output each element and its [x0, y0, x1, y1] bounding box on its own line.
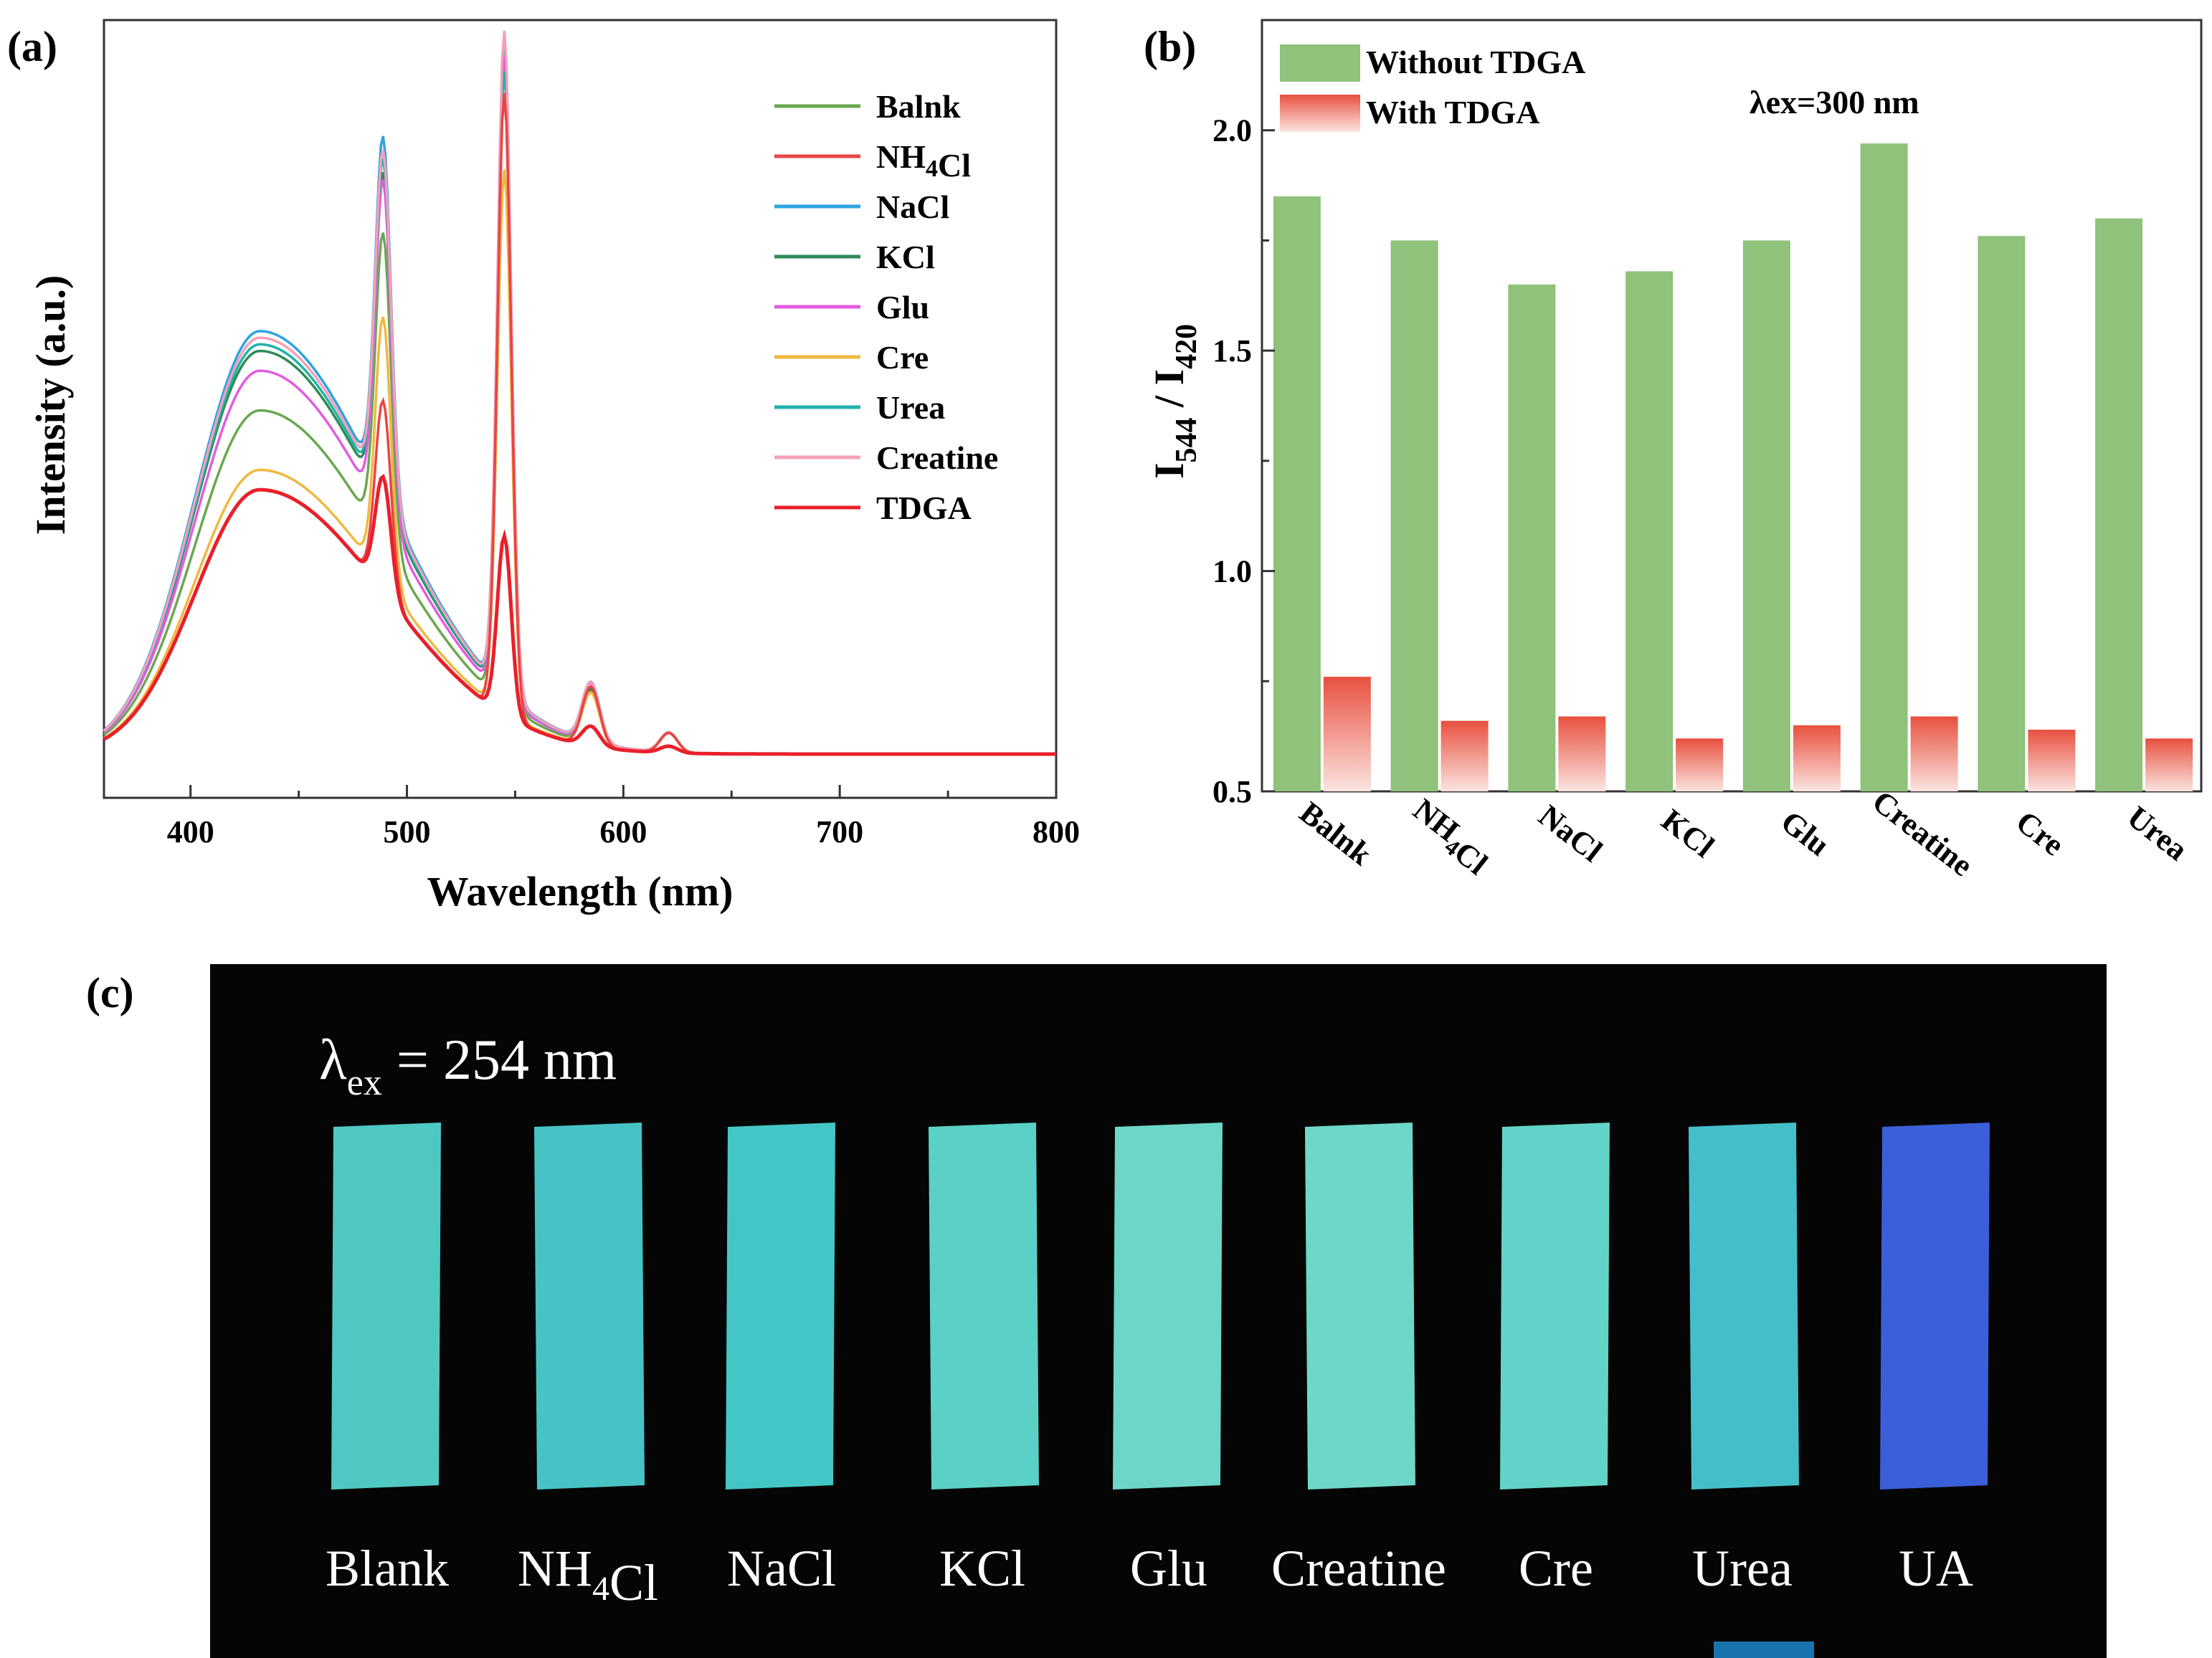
chart-b-frame — [1261, 19, 2203, 793]
test-strip-nacl — [726, 1123, 835, 1490]
strip-label-glu: Glu — [1130, 1540, 1207, 1597]
test-strip-cre — [1500, 1123, 1610, 1490]
test-strip-kcl — [929, 1123, 1039, 1490]
legend-label-nacl: NaCl — [876, 189, 949, 225]
chart-b-x-tick-label-creatine: Creatine — [1866, 783, 1980, 883]
chart-a-x-tick-label: 600 — [599, 814, 647, 849]
chart-a-y-axis-title: Intensity (a.u.) — [27, 275, 74, 535]
panel-label-b: (b) — [1144, 23, 1196, 70]
test-strip-glu — [1113, 1123, 1223, 1490]
chart-a-frame — [103, 19, 1058, 799]
strip-label-creatine: Creatine — [1271, 1540, 1446, 1597]
test-strip-nh4cl — [534, 1123, 645, 1490]
chart-b-bars-group — [1273, 143, 2193, 792]
chart-b-x-tick-label-kcl: KCl — [1655, 802, 1721, 864]
bar-without-tdga-glu — [1742, 240, 1790, 791]
legend-swatch-with-tdga — [1280, 95, 1360, 132]
spectrum-line-tdga — [103, 474, 1056, 756]
bar-with-tdga-urea — [2145, 738, 2193, 791]
legend-label-kcl: KCl — [876, 239, 935, 275]
legend-label-urea: Urea — [876, 389, 945, 426]
bar-with-tdga-creatine — [1910, 716, 1958, 791]
bar-with-tdga-nacl — [1558, 716, 1606, 791]
bar-with-tdga-balnk — [1323, 677, 1371, 791]
legend-swatch-without-tdga — [1280, 44, 1360, 82]
legend-label-cre: Cre — [876, 339, 929, 376]
bar-with-tdga-kcl — [1676, 738, 1724, 791]
chart-a-x-ticks: 400 500 600 700 800 — [167, 785, 1080, 849]
chart-a-series-group — [103, 30, 1056, 756]
strip-label-kcl: KCl — [939, 1540, 1025, 1597]
strip-label-ua: UA — [1899, 1540, 1973, 1597]
chart-b-x-tick-label-nh4cl: NH4Cl — [1401, 791, 1499, 882]
test-strip-creatine — [1305, 1123, 1415, 1490]
legend-label-glu: Glu — [876, 289, 929, 325]
chart-a-x-axis-title: Wavelength (nm) — [427, 868, 734, 915]
legend-label-without-tdga: Without TDGA — [1366, 44, 1585, 80]
legend-label-nh4cl: NH4Cl — [876, 138, 971, 184]
chart-b-legend: Without TDGA With TDGA — [1280, 44, 1585, 132]
bar-without-tdga-balnk — [1273, 196, 1321, 791]
bar-without-tdga-kcl — [1625, 271, 1674, 791]
panel-label-c: (c) — [86, 969, 134, 1016]
panel-label-a: (a) — [7, 23, 57, 70]
chart-b-y-tick-label: 1.0 — [1212, 554, 1252, 589]
bar-without-tdga-cre — [1978, 236, 2026, 791]
chart-b-y-tick-label: 2.0 — [1212, 113, 1252, 148]
legend-label-tdga: TDGA — [876, 490, 972, 526]
chart-b-y-tick-label: 0.5 — [1212, 774, 1252, 809]
chart-b-y-tick-label: 1.5 — [1212, 333, 1252, 368]
strip-label-nacl: NaCl — [727, 1540, 836, 1597]
chart-b-x-tick-label-glu: Glu — [1775, 804, 1836, 862]
panel-a-spectra-chart: (a) 400 500 600 700 800 Wavelength (nm) Inte… — [7, 19, 1080, 915]
chart-b-x-tick-labels: Balnk NH4Cl NaCl KCl Glu Creatine Cre Urea — [1293, 783, 2194, 883]
bar-without-tdga-nh4cl — [1390, 240, 1438, 791]
chart-b-y-ticks: 0.5 1.0 1.5 2.0 — [1212, 113, 1275, 809]
test-strip-ua — [1880, 1123, 1990, 1490]
strip-label-nh4cl: NH4Cl — [518, 1540, 658, 1611]
legend-label-balnk: Balnk — [876, 88, 961, 125]
chart-b-x-tick-label-nacl: NaCl — [1532, 798, 1609, 869]
legend-label-creatine: Creatine — [876, 439, 998, 476]
test-strip-urea — [1689, 1123, 1799, 1490]
chart-b-y-axis-title: I544 / I420 — [1146, 324, 1203, 479]
bar-with-tdga-nh4cl — [1440, 720, 1489, 791]
bar-without-tdga-creatine — [1860, 143, 1908, 791]
test-strips-group: Blank NH4Cl NaCl KCl Glu Creatine Cre Urea UA — [326, 1123, 1990, 1611]
chart-a-x-tick-label: 800 — [1033, 814, 1080, 849]
test-strip-blank — [331, 1123, 441, 1490]
chart-b-x-tick-label-urea: Urea — [2121, 799, 2195, 867]
excitation-note: λex = 254 nm — [319, 1029, 617, 1103]
chart-a-x-tick-label: 500 — [384, 814, 431, 849]
chart-b-x-tick-label-balnk: Balnk — [1293, 795, 1378, 872]
photo-edge-glow — [1714, 1642, 1814, 1658]
chart-b-x-tick-label-cre: Cre — [2010, 804, 2071, 863]
panel-c-test-strip-photo: (c) λex = 254 nm Blank NH4Cl NaCl KCl Glu Cre… — [86, 964, 2107, 1658]
bar-with-tdga-glu — [1793, 725, 1841, 791]
bar-without-tdga-urea — [2095, 218, 2143, 792]
chart-b-excitation-annotation: λex=300 nm — [1750, 84, 1919, 120]
strip-label-urea: Urea — [1692, 1540, 1793, 1597]
chart-a-legend: Balnk NH4Cl NaCl KCl Glu Cre Urea Creatine TDGA — [774, 88, 998, 526]
panel-b-ratio-bar-chart: (b) 0.5 1.0 1.5 2.0 Balnk NH4Cl NaCl KCl Glu Cre… — [1144, 19, 2203, 883]
chart-a-x-tick-label: 700 — [816, 814, 863, 849]
strip-label-cre: Cre — [1519, 1540, 1593, 1597]
bar-without-tdga-nacl — [1508, 284, 1556, 791]
bar-with-tdga-cre — [2028, 729, 2076, 791]
chart-a-x-tick-label: 400 — [167, 814, 214, 849]
strip-label-blank: Blank — [326, 1540, 449, 1597]
legend-label-with-tdga: With TDGA — [1366, 94, 1539, 130]
